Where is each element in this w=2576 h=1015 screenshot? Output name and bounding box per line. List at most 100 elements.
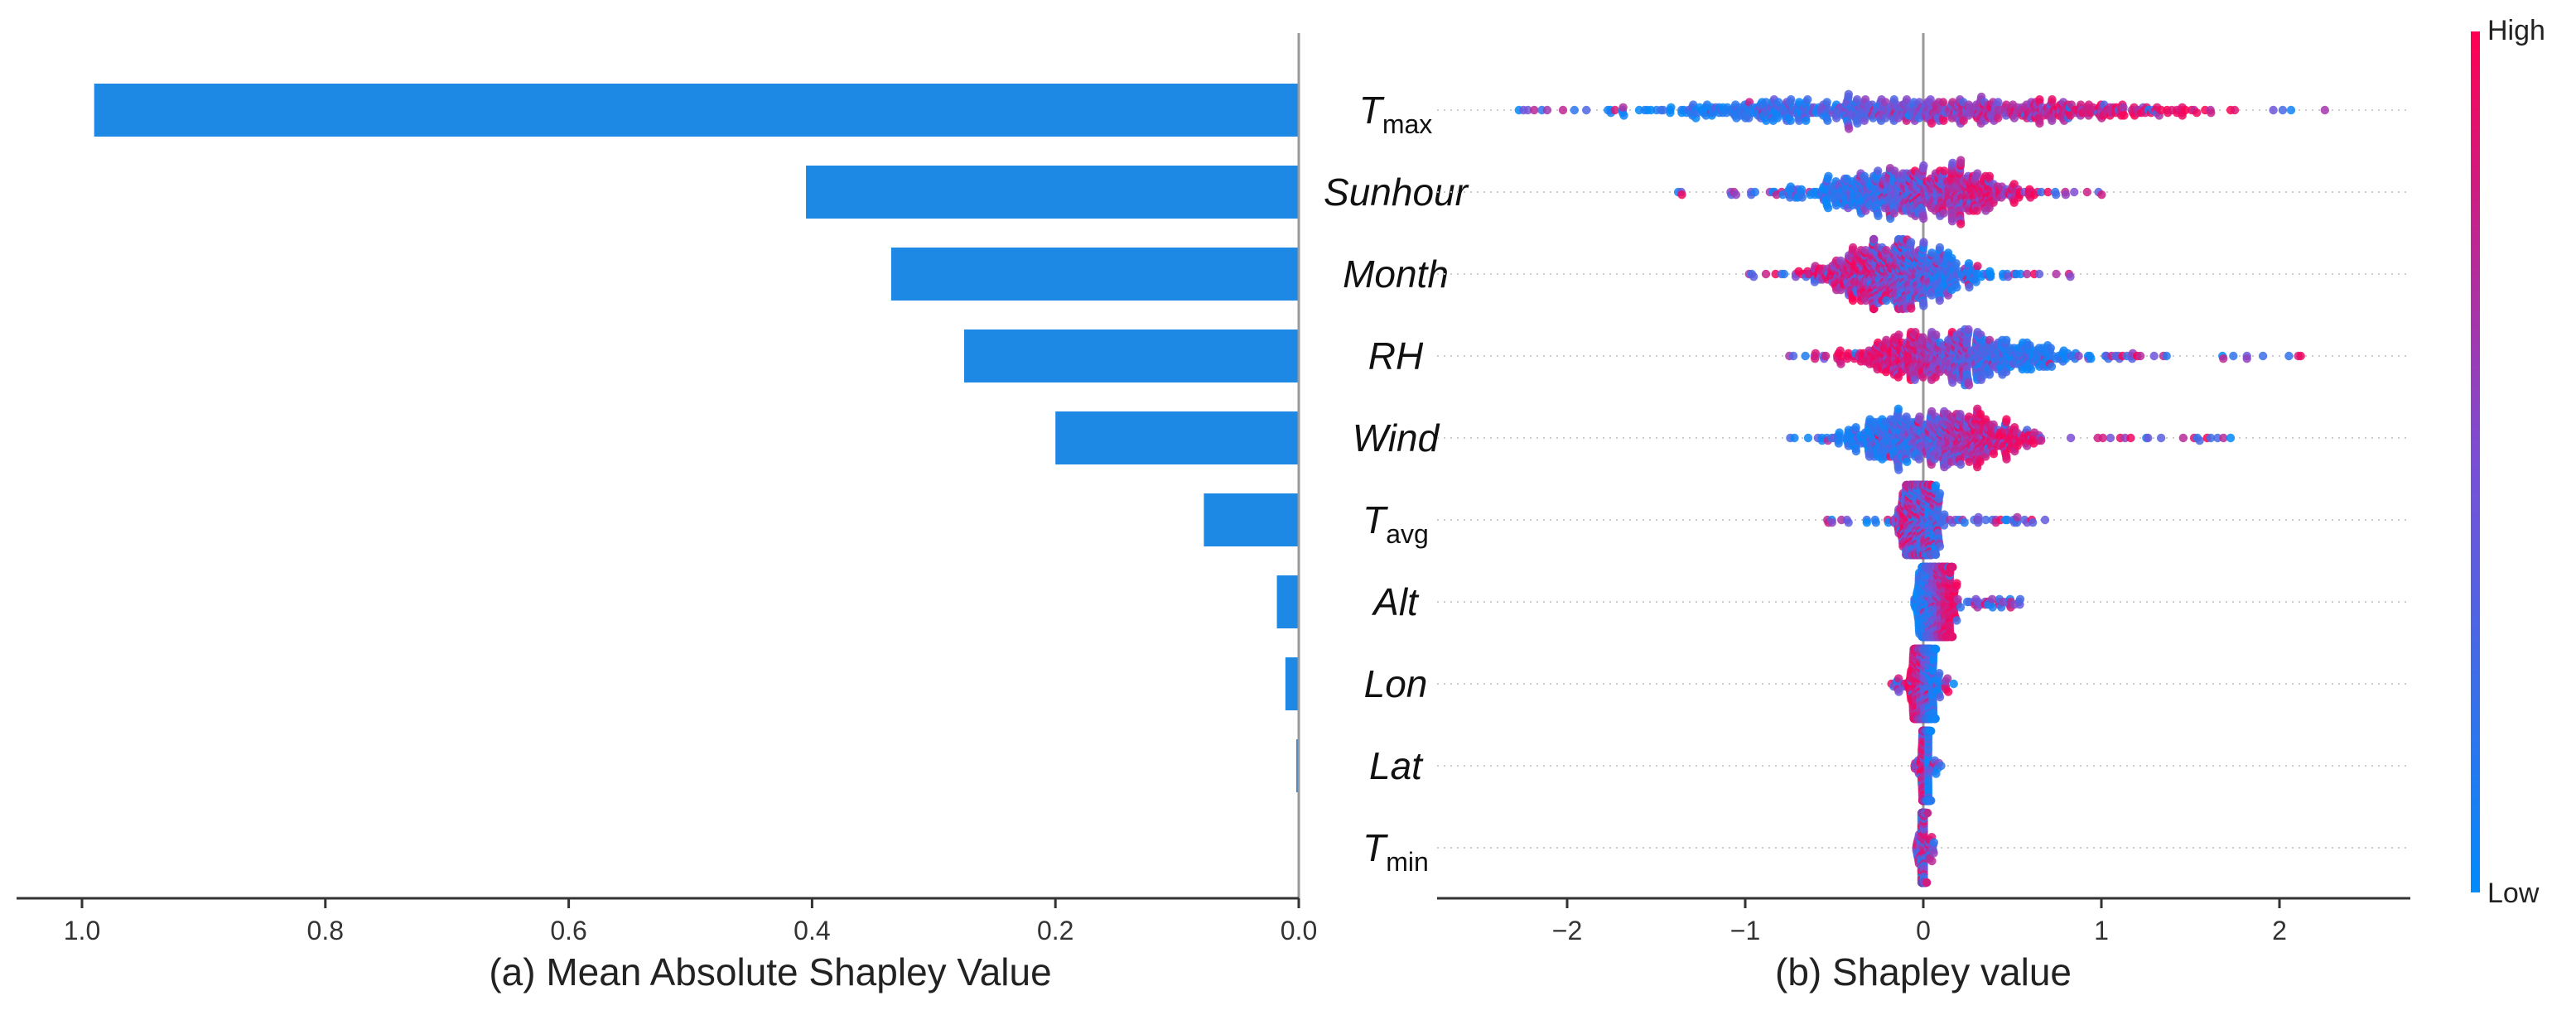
shap-point <box>1731 190 1741 200</box>
shap-point <box>1779 269 1789 279</box>
shap-point <box>2098 433 2107 443</box>
shap-point <box>1874 166 1883 176</box>
shap-point <box>1960 518 1969 527</box>
shap-point <box>1542 105 1552 115</box>
bar-x-ticks: 1.0 0.8 0.6 0.4 0.2 0.0 <box>64 898 1317 945</box>
shap-point <box>2219 354 2228 363</box>
shap-point <box>2043 187 2053 197</box>
shap-point <box>1786 116 1795 125</box>
shap-point <box>2002 335 2011 344</box>
shap-point <box>2144 433 2153 443</box>
shap-point <box>1956 219 1966 228</box>
bar-Alt <box>1276 575 1299 628</box>
shap-point <box>1919 214 1928 224</box>
shap-point <box>1985 370 1995 379</box>
shap-point <box>1964 325 1973 334</box>
shap-point <box>1956 603 1966 612</box>
shap-point <box>1935 488 1945 498</box>
shap-point <box>2052 190 2061 200</box>
shap-point <box>2061 190 2071 200</box>
shap-point <box>1948 158 1957 167</box>
shap-point <box>2207 108 2216 118</box>
shap-point <box>2066 433 2076 443</box>
shap-point <box>1789 351 1798 361</box>
feature-label: Tmin <box>1363 826 1429 877</box>
shap-point <box>1844 89 1853 99</box>
shap-point <box>1939 166 1949 176</box>
shap-point <box>1582 105 1591 115</box>
shap-point <box>1948 562 1957 572</box>
shap-point <box>1947 217 1957 226</box>
shap-point <box>1989 450 1999 459</box>
shap-point <box>2120 111 2129 120</box>
shap-point <box>2035 95 2044 104</box>
shap-point <box>2047 362 2057 371</box>
shap-point <box>2002 415 2011 424</box>
feature-label: Lat <box>1369 744 1424 787</box>
shap-point <box>1761 269 1771 279</box>
shap-point <box>2192 108 2202 118</box>
bar-Lon <box>1285 657 1299 710</box>
shap-point <box>1994 113 2003 123</box>
shap-point <box>2028 518 2038 527</box>
shap-point <box>1994 98 2003 107</box>
shap-point <box>1658 105 1668 115</box>
shap-point <box>2195 436 2204 445</box>
shap-point <box>1797 193 1807 202</box>
shap-point <box>2258 351 2268 361</box>
shap-point <box>1667 103 1676 112</box>
shap-point <box>1827 518 1836 527</box>
shap-point <box>1750 187 1760 197</box>
shap-point <box>1985 171 1995 180</box>
shap-point <box>2226 433 2236 443</box>
shap-point <box>1971 277 1980 286</box>
bar-chart-panel: 1.0 0.8 0.6 0.4 0.2 0.0 (a) Mean Absolute Sha… <box>17 33 1317 993</box>
shap-point <box>2046 344 2055 353</box>
shap-point <box>1907 304 1916 313</box>
shap-point <box>2037 187 2046 197</box>
beeswarm-dots <box>1514 89 2329 888</box>
shap-point <box>2149 351 2159 361</box>
bar-Tmax <box>94 84 1300 137</box>
bar-tick-label: 1.0 <box>64 916 100 945</box>
shap-point <box>2296 351 2305 361</box>
shap-point <box>1882 296 1891 305</box>
shap-point <box>1974 512 1983 522</box>
shap-point <box>2052 269 2061 279</box>
shap-point <box>1844 124 1854 133</box>
shap-point <box>1939 116 1948 125</box>
shap-point <box>1871 518 1880 527</box>
shap-point <box>1951 259 1961 268</box>
shap-point <box>1848 243 1858 253</box>
feature-label: Tmax <box>1359 89 1433 139</box>
feature-label: Lon <box>1364 662 1428 705</box>
shap-point <box>1919 301 1928 310</box>
bar-Tavg <box>1204 493 1299 546</box>
shap-point <box>2048 116 2057 125</box>
shap-point <box>1530 105 1539 115</box>
shap-point <box>2082 187 2091 197</box>
shap-point <box>1935 541 1945 551</box>
shap-point <box>2040 515 2050 525</box>
shap-point <box>1894 465 1903 474</box>
shap-point <box>2230 105 2240 115</box>
shap-point <box>1965 282 1974 292</box>
shap-point <box>1926 95 1935 104</box>
shap-point <box>2242 354 2251 363</box>
shap-point <box>1906 238 1916 247</box>
shap-point <box>2074 351 2083 361</box>
shap-point <box>1771 269 1780 279</box>
feature-label: Tavg <box>1363 498 1429 549</box>
shap-point <box>1952 579 1961 588</box>
bar-tick-label: 0.8 <box>307 916 344 945</box>
shap-point <box>2034 269 2044 279</box>
shap-point <box>2036 436 2046 445</box>
shap-point <box>2035 118 2044 128</box>
shap-point <box>2284 351 2294 361</box>
bar-Month <box>890 248 1299 301</box>
shap-point <box>1964 259 1974 268</box>
bar-RH <box>964 330 1299 382</box>
shap-point <box>1790 433 1799 443</box>
shap-point <box>1803 433 1813 443</box>
shap-point <box>2048 95 2057 104</box>
